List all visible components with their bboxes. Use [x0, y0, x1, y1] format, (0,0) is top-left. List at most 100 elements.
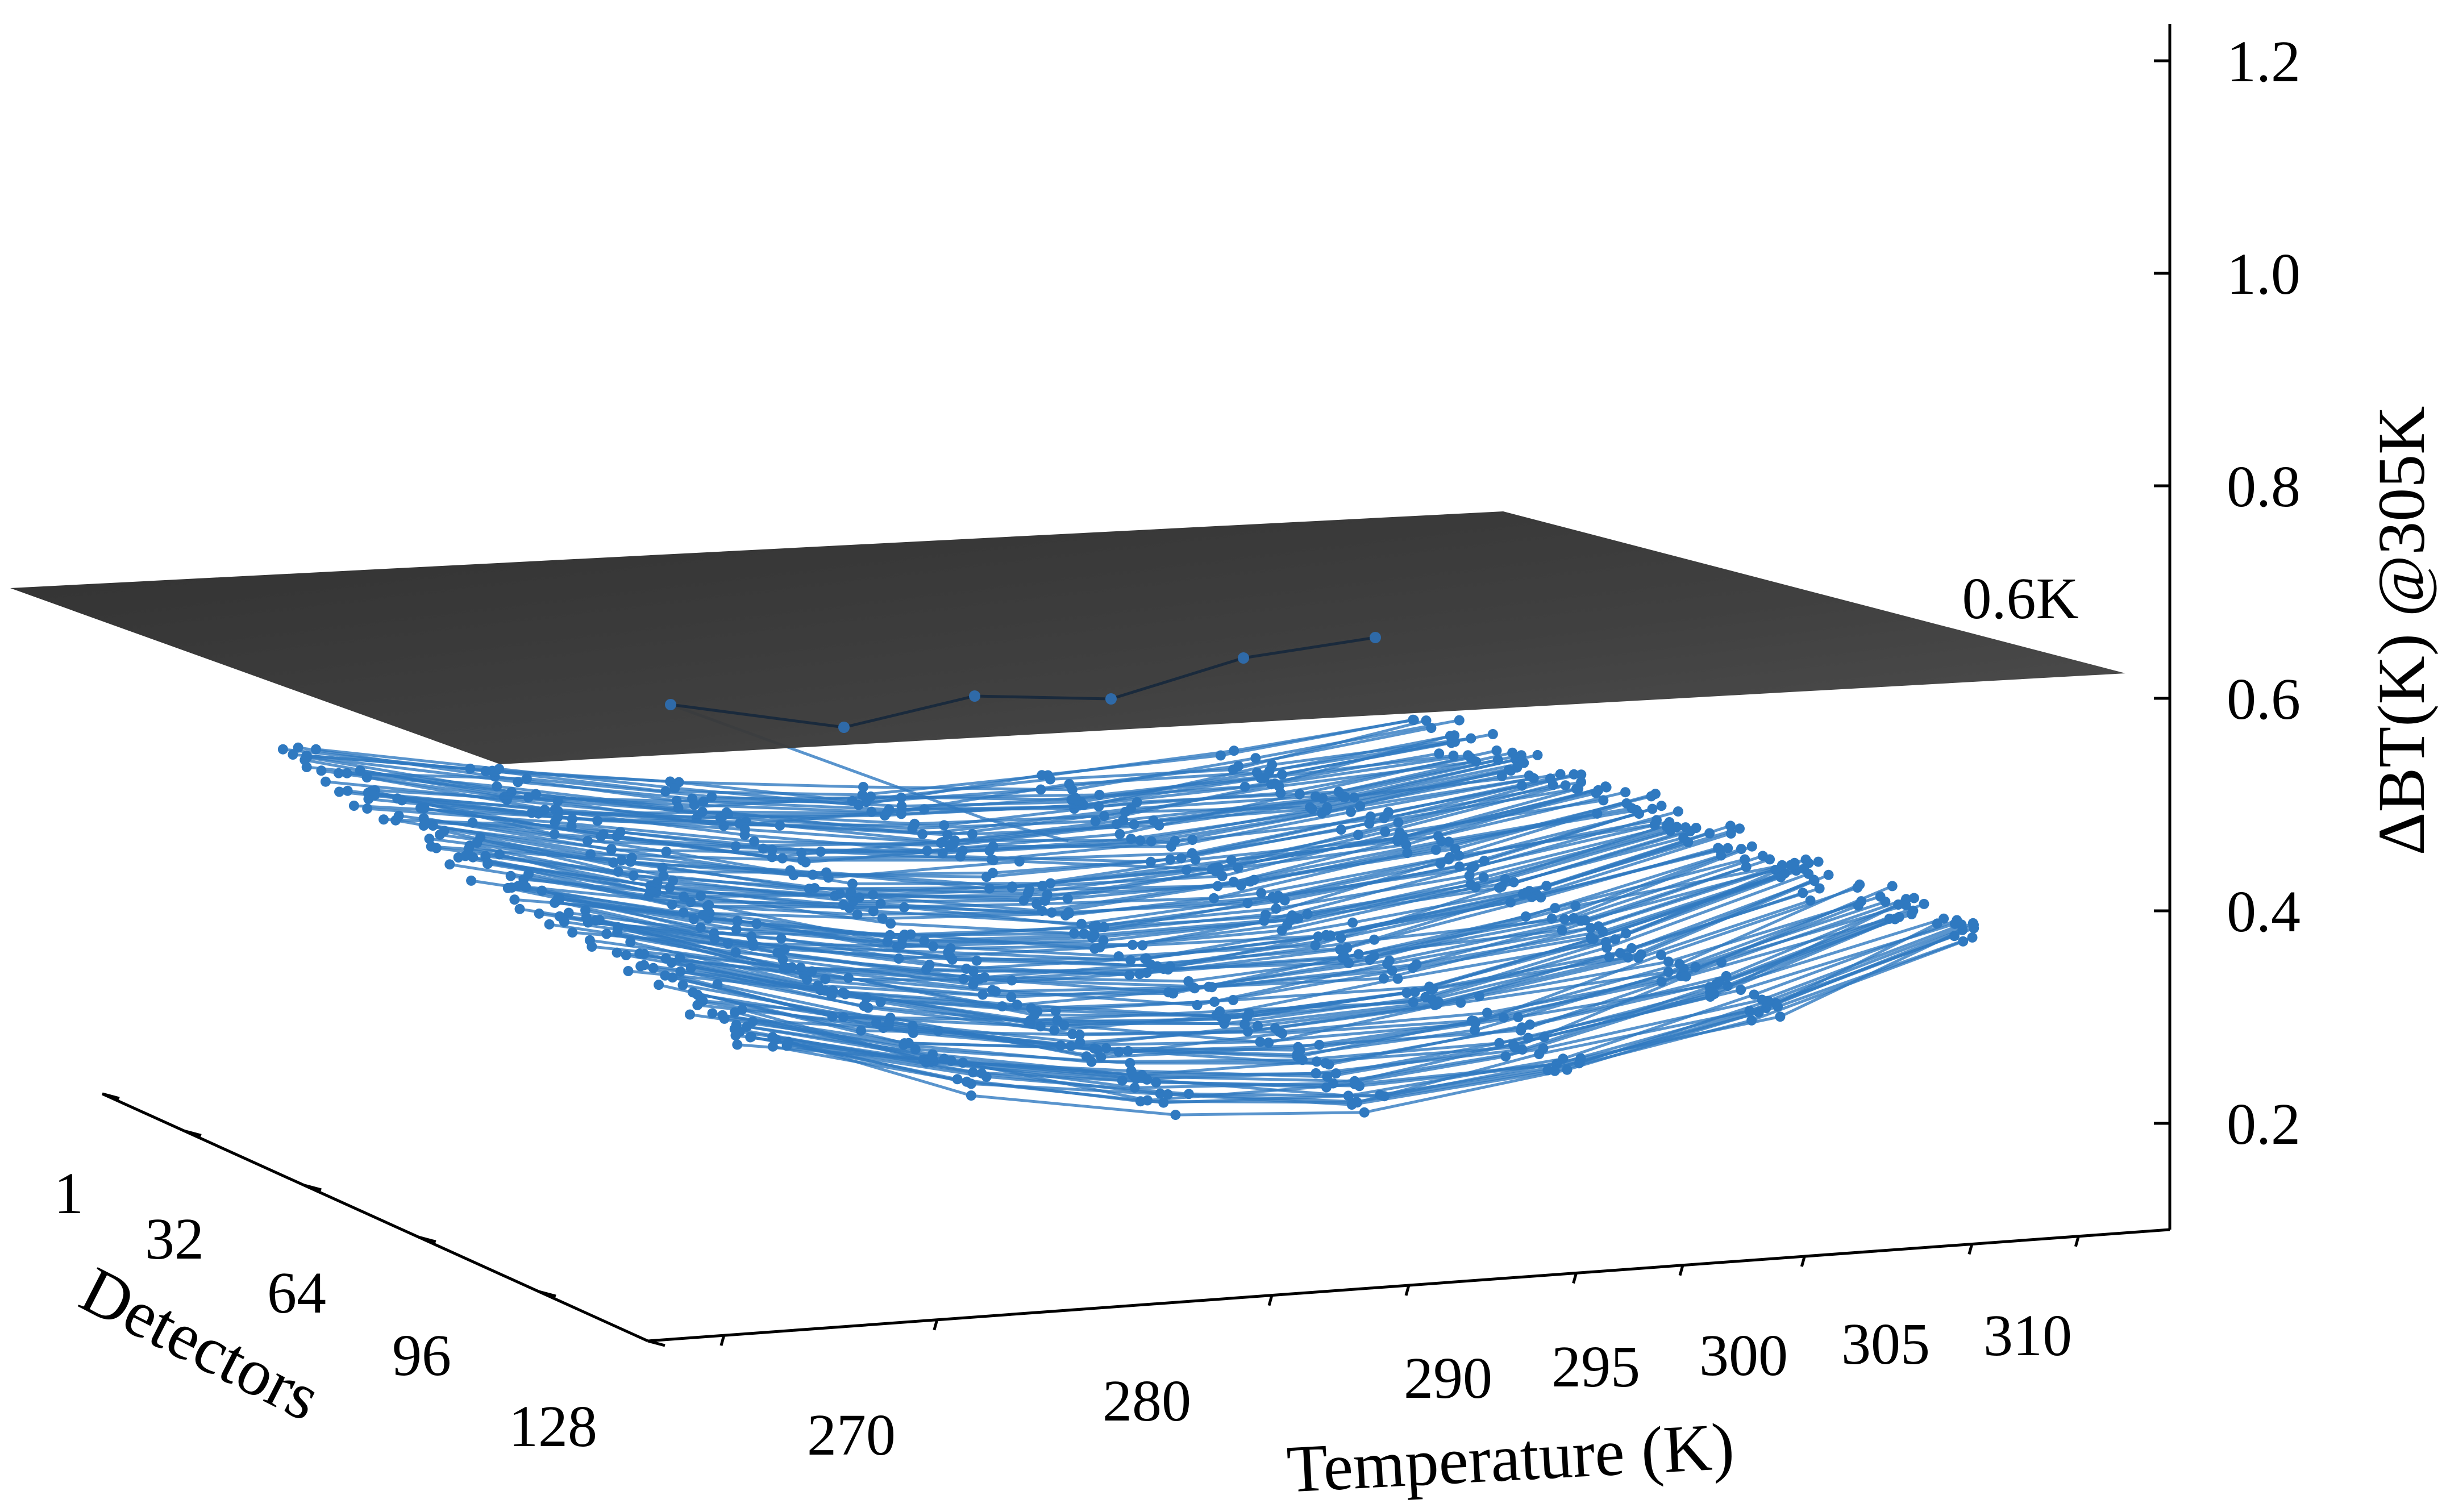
series-point [1233, 761, 1244, 772]
temperature-tick-label: 270 [807, 1402, 896, 1468]
series-point [1569, 769, 1579, 780]
series-point [521, 773, 532, 784]
series-point [544, 919, 555, 930]
series-point [590, 915, 601, 926]
series-point [1650, 789, 1661, 799]
series-point [677, 980, 688, 990]
z-tick-label: 1.0 [2227, 241, 2301, 307]
series-point [316, 765, 327, 776]
temperature-tick-label: 310 [1983, 1303, 2072, 1368]
z-tick-label: 0.2 [2227, 1092, 2301, 1157]
series-point [606, 844, 617, 855]
series-point [1369, 934, 1380, 945]
series-point [1336, 932, 1346, 943]
series-line [482, 817, 1675, 929]
detector-tick-label: 32 [145, 1206, 204, 1272]
series-line [625, 865, 1781, 1002]
series-point [1349, 1078, 1360, 1089]
series-point [1894, 911, 1904, 922]
series-point [1684, 826, 1695, 837]
series-point [1228, 995, 1238, 1005]
series-point [1217, 870, 1228, 881]
series-point [1408, 714, 1418, 725]
series-point [1887, 881, 1898, 892]
series-point [847, 878, 858, 889]
temperature-axis-title: Temperature (K) [1285, 1409, 1736, 1507]
series-point [933, 1026, 943, 1036]
series-point [625, 937, 636, 948]
z-tick-label: 0.4 [2227, 879, 2301, 944]
series-point [1444, 854, 1454, 865]
series-point [776, 933, 787, 944]
series-point [1311, 1056, 1322, 1067]
series-point [1426, 723, 1437, 734]
temperature-tick-label: 280 [1103, 1368, 1191, 1434]
detector-tick-mark [647, 1339, 665, 1347]
series-point [1932, 918, 1942, 929]
series-point [494, 849, 505, 860]
series-point [976, 1068, 987, 1079]
series-point [1122, 1046, 1133, 1056]
series-point [1503, 764, 1514, 775]
series-point [1126, 1065, 1137, 1076]
series-point [739, 824, 750, 835]
series-point [1120, 806, 1130, 817]
series-point [623, 966, 634, 976]
series-point [899, 902, 909, 913]
series-point [1187, 835, 1198, 845]
series-point [1346, 1099, 1357, 1110]
series-point [581, 912, 592, 923]
highlighted-series-point [665, 699, 676, 710]
series-point [664, 882, 675, 893]
series-point [1517, 1022, 1527, 1033]
series-point [1621, 798, 1632, 809]
series-point [1534, 1049, 1545, 1060]
series-point [1464, 870, 1475, 881]
series-point [731, 924, 742, 935]
series-point [521, 882, 531, 892]
series-point [1014, 856, 1025, 867]
series-point [746, 1031, 756, 1042]
detector-tick-mark [184, 1129, 202, 1137]
series-point [657, 863, 668, 873]
temperature-tick-label: 295 [1551, 1334, 1640, 1399]
detector-tick-mark [418, 1235, 436, 1243]
detector-tick-mark [538, 1290, 556, 1298]
series-point [1267, 760, 1278, 770]
series-point [1773, 1001, 1783, 1012]
series-point [378, 814, 389, 825]
series-point [598, 829, 609, 840]
series-point [1798, 888, 1808, 898]
detector-tick-label: 64 [267, 1260, 326, 1326]
series-point [843, 973, 854, 984]
series-point [927, 941, 938, 952]
series-point [299, 755, 310, 765]
series-point [1610, 934, 1621, 945]
series-point [1342, 943, 1353, 953]
series-point [688, 987, 698, 998]
series-point [1454, 715, 1465, 726]
series-point [1162, 1089, 1173, 1099]
temperature-tick-mark [933, 1319, 939, 1331]
series-point [1487, 729, 1498, 739]
temperature-tick-mark [719, 1335, 726, 1346]
series-point [1656, 949, 1667, 960]
series-point [971, 955, 982, 966]
temperature-tick-label: 305 [1841, 1311, 1930, 1377]
series-point [523, 792, 534, 803]
series-point [1573, 783, 1584, 794]
series-point [1428, 984, 1438, 994]
series-point [1006, 992, 1017, 1002]
series-point [467, 817, 478, 828]
series-point [1347, 917, 1358, 928]
series-point [984, 845, 995, 856]
temperature-tick-mark [1404, 1285, 1411, 1296]
detector-tick-label: 96 [392, 1323, 451, 1388]
series-point [367, 786, 377, 796]
series-point [1823, 869, 1834, 880]
series-point [1270, 894, 1281, 905]
series-point [1074, 1030, 1085, 1040]
temperature-tick-mark [1267, 1294, 1274, 1306]
series-point [1662, 820, 1673, 831]
series-point [1250, 753, 1261, 764]
